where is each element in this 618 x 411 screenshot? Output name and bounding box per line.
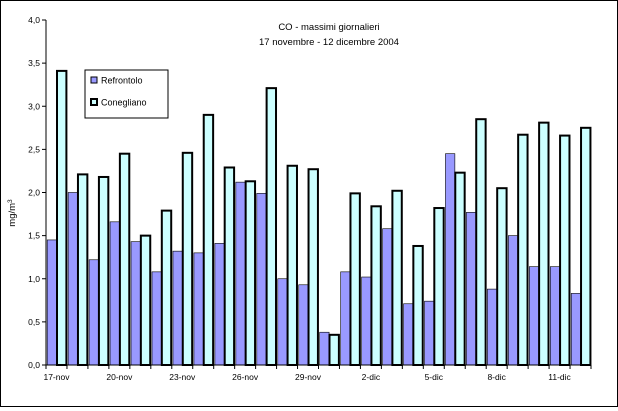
bar-refrontolo <box>88 259 99 366</box>
bar-conegliano <box>580 126 592 366</box>
bar-refrontolo <box>109 221 120 366</box>
bar-conegliano <box>475 118 487 366</box>
bar-conegliano <box>97 175 110 366</box>
bar-conegliano <box>56 69 68 366</box>
bar-conegliano <box>286 164 298 366</box>
y-tick-label: 4,0 <box>28 15 40 25</box>
bar-refrontolo <box>235 181 246 366</box>
x-tick-label: 23-nov <box>169 372 196 382</box>
bar-refrontolo <box>466 212 477 366</box>
chart-title: CO - massimi giornalieri <box>278 22 379 33</box>
bar-refrontolo <box>508 235 519 366</box>
bar-conegliano <box>139 234 152 366</box>
bar-refrontolo <box>361 276 372 366</box>
y-axis-label: mg/m3 <box>7 199 19 227</box>
legend-swatch-conegliano <box>90 98 98 106</box>
bar-conegliano <box>307 168 319 366</box>
bar-refrontolo <box>424 300 435 366</box>
legend-label-conegliano: Conegliano <box>101 98 147 108</box>
bar-refrontolo <box>130 241 141 366</box>
bar-refrontolo <box>340 271 351 366</box>
legend-label-refrontolo: Refrontolo <box>101 76 143 86</box>
bar-conegliano <box>160 209 173 366</box>
x-tick-label: 29-nov <box>295 372 322 382</box>
y-tick-label: 1,0 <box>28 274 40 284</box>
x-tick-label: 2-dic <box>362 372 381 382</box>
y-axis-label-base: mg/m <box>7 203 18 227</box>
y-tick-label: 0,0 <box>28 360 40 370</box>
bar-conegliano <box>559 134 571 366</box>
bar-refrontolo <box>549 266 560 366</box>
plot-area <box>46 69 592 367</box>
bar-refrontolo <box>319 331 330 366</box>
bar-conegliano <box>454 171 466 366</box>
x-tick-label: 17-nov <box>43 372 70 382</box>
bar-conegliano <box>265 87 278 366</box>
chart-subtitle: 17 novembre - 12 dicembre 2004 <box>259 37 399 48</box>
bar-refrontolo <box>403 303 414 366</box>
bar-refrontolo <box>529 266 540 366</box>
y-tick-label: 3,0 <box>28 101 40 111</box>
bar-conegliano <box>223 166 236 366</box>
bar-conegliano <box>76 173 89 366</box>
x-tick-label: 5-dic <box>425 372 444 382</box>
bar-refrontolo <box>570 293 581 366</box>
bar-conegliano <box>328 333 340 366</box>
x-axis: 17-nov 20-nov 23-nov 26-nov 29-nov 2-dic 5-dic… <box>43 364 592 382</box>
y-tick-label: 2,0 <box>28 188 40 198</box>
legend-box <box>84 69 169 119</box>
x-tick-label: 11-dic <box>548 372 571 382</box>
bar-refrontolo <box>277 278 288 366</box>
bar-conegliano <box>181 151 194 366</box>
bar-conegliano <box>244 180 257 366</box>
bar-conegliano <box>391 189 403 366</box>
x-tick-label: 8-dic <box>487 372 506 382</box>
bar-refrontolo <box>172 250 183 366</box>
legend: Refrontolo Conegliano <box>84 69 169 119</box>
bar-refrontolo <box>193 252 204 366</box>
y-tick-label: 3,5 <box>28 58 40 68</box>
y-tick-label: 0,5 <box>28 317 40 327</box>
legend-swatch-refrontolo <box>90 76 98 84</box>
y-tick-label: 1,5 <box>28 231 40 241</box>
bar-conegliano <box>412 244 424 367</box>
bar-refrontolo <box>151 271 162 366</box>
bar-refrontolo <box>298 284 309 366</box>
bar-refrontolo <box>46 239 57 366</box>
bar-conegliano <box>496 187 508 366</box>
bar-conegliano <box>349 192 361 366</box>
y-tick-label: 2,5 <box>28 144 40 154</box>
bar-conegliano <box>370 205 382 366</box>
bar-conegliano <box>202 113 215 366</box>
y-axis: 0,0 0,5 1,0 1,5 2,0 2,5 3,0 3,5 4,0 <box>28 15 47 370</box>
bar-refrontolo <box>445 153 456 366</box>
bar-conegliano <box>517 133 529 366</box>
bar-refrontolo <box>256 193 267 366</box>
x-tick-label: 26-nov <box>232 372 259 382</box>
bar-refrontolo <box>382 228 393 366</box>
bar-refrontolo <box>214 243 225 366</box>
bar-conegliano <box>433 207 445 366</box>
bar-refrontolo <box>67 192 78 366</box>
y-axis-label-superscript: 3 <box>7 199 14 203</box>
x-tick-label: 20-nov <box>106 372 133 382</box>
bar-conegliano <box>538 121 550 366</box>
bar-refrontolo <box>487 288 498 366</box>
bar-conegliano <box>118 152 131 366</box>
